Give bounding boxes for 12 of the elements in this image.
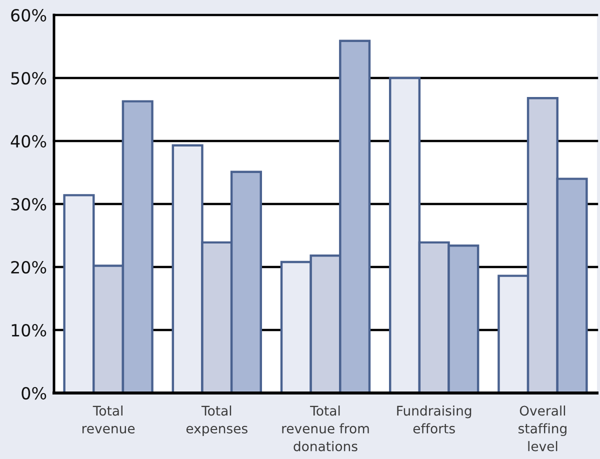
y-tick-label: 0% [22, 386, 46, 400]
y-tick-label: 20% [11, 260, 46, 274]
x-tick-label: Total revenue from donations [282, 406, 369, 452]
y-tick-label: 50% [11, 72, 46, 85]
x-tick-label: Total expenses [186, 406, 248, 436]
y-tick-label: 30% [11, 198, 46, 211]
y-tick-label: 40% [10, 134, 46, 148]
y-tick-label: 10% [12, 324, 46, 337]
x-tick-label: Fundraising efforts [397, 406, 472, 434]
y-tick-label: 60% [11, 8, 46, 22]
x-tick-label: Total revenue [82, 406, 135, 434]
x-tick-label: Overall staffing level [518, 406, 566, 452]
